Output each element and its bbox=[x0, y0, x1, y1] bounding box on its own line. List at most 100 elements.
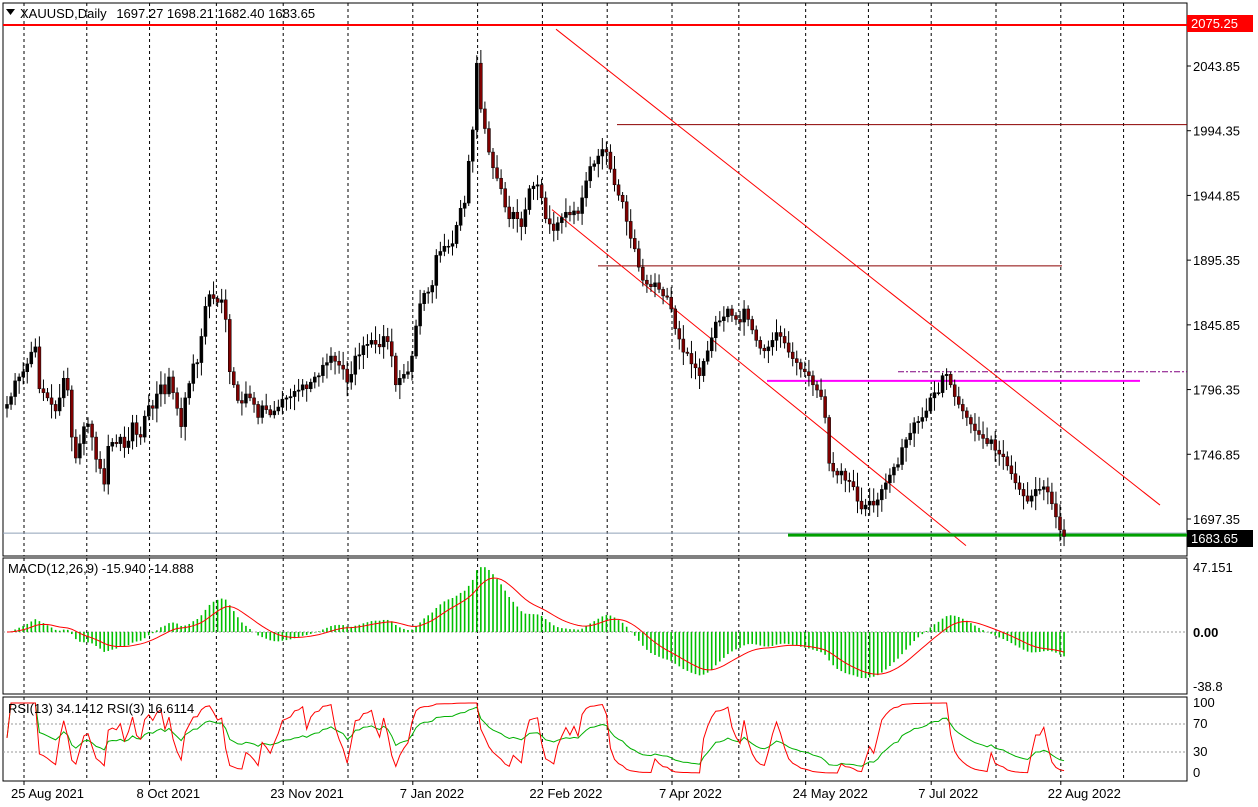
bear-candle bbox=[612, 168, 617, 186]
bull-candle bbox=[940, 375, 945, 393]
bear-candle bbox=[807, 371, 811, 376]
bear-candle bbox=[693, 363, 698, 369]
bull-candle bbox=[25, 363, 29, 372]
bear-candle bbox=[669, 296, 673, 310]
bull-candle bbox=[203, 306, 208, 337]
resistance-price-tag bbox=[1187, 15, 1253, 32]
bear-candle bbox=[746, 308, 750, 320]
bull-candle bbox=[86, 423, 90, 427]
time-tick-label: 8 Oct 2021 bbox=[137, 786, 201, 801]
bear-candle bbox=[993, 439, 997, 451]
bull-candle bbox=[430, 285, 434, 293]
bear-candle bbox=[223, 299, 228, 320]
bear-candle bbox=[637, 248, 641, 268]
rsi3-line bbox=[6, 702, 1065, 774]
bull-candle bbox=[288, 396, 293, 399]
bear-candle bbox=[66, 378, 70, 391]
bull-candle bbox=[9, 396, 13, 405]
bear-candle bbox=[552, 223, 556, 231]
bear-candle bbox=[778, 332, 783, 337]
price-panel bbox=[2, 2, 1188, 557]
bull-candle bbox=[272, 410, 277, 416]
bull-candle bbox=[29, 351, 34, 365]
channel-lower bbox=[551, 209, 967, 546]
bull-candle bbox=[936, 392, 941, 394]
bear-candle bbox=[232, 371, 236, 386]
symbol-header: XAUUSD,Daily 1697.27 1698.21 1682.40 168… bbox=[20, 6, 315, 21]
bull-candle bbox=[1033, 489, 1038, 497]
bear-candle bbox=[997, 449, 1001, 455]
collapse-triangle-icon[interactable] bbox=[6, 9, 15, 15]
bull-candle bbox=[653, 282, 657, 287]
bull-candle bbox=[718, 320, 722, 323]
channel-upper bbox=[555, 28, 1161, 506]
bear-candle bbox=[685, 351, 690, 354]
bull-candle bbox=[33, 346, 38, 353]
bear-candle bbox=[102, 468, 106, 485]
bull-candle bbox=[888, 474, 892, 484]
bear-candle bbox=[341, 364, 345, 370]
bear-candle bbox=[1046, 486, 1050, 493]
bear-candle bbox=[37, 346, 42, 389]
bull-candle bbox=[426, 291, 430, 294]
bull-candle bbox=[398, 378, 402, 386]
price-tick-label: 2043.85 bbox=[1193, 59, 1240, 74]
bear-candle bbox=[827, 417, 831, 464]
bear-candle bbox=[673, 308, 677, 329]
bear-candle bbox=[70, 389, 74, 438]
bear-candle bbox=[337, 361, 341, 366]
bear-candle bbox=[179, 408, 183, 427]
bull-candle bbox=[369, 340, 374, 345]
bear-candle bbox=[519, 218, 524, 227]
bear-candle bbox=[507, 206, 511, 220]
bear-candle bbox=[616, 184, 621, 196]
bear-candle bbox=[228, 319, 232, 372]
bull-candle bbox=[1038, 489, 1042, 491]
bear-candle bbox=[503, 188, 507, 208]
bear-candle bbox=[483, 108, 487, 129]
bear-candle bbox=[539, 184, 544, 199]
bear-candle bbox=[394, 355, 398, 386]
bull-candle bbox=[309, 381, 313, 389]
bear-candle bbox=[515, 211, 520, 220]
bear-candle bbox=[1013, 473, 1018, 484]
bull-candle bbox=[406, 371, 410, 375]
bull-candle bbox=[770, 340, 775, 348]
bear-candle bbox=[333, 355, 337, 362]
bear-candle bbox=[811, 375, 815, 386]
bear-candle bbox=[851, 481, 856, 488]
bull-candle bbox=[219, 299, 224, 303]
time-tick-label: 22 Aug 2022 bbox=[1048, 786, 1121, 801]
bear-candle bbox=[134, 422, 139, 435]
bull-candle bbox=[884, 482, 888, 490]
bull-candle bbox=[361, 345, 366, 355]
bull-candle bbox=[722, 316, 726, 321]
bear-candle bbox=[790, 351, 795, 359]
bear-candle bbox=[547, 218, 552, 225]
bull-candle bbox=[300, 384, 305, 391]
bear-candle bbox=[738, 319, 742, 323]
bull-candle bbox=[155, 393, 159, 409]
bull-candle bbox=[527, 188, 532, 210]
bear-candle bbox=[985, 438, 989, 444]
resistance-price-label: 2075.25 bbox=[1191, 16, 1238, 31]
bear-candle bbox=[1054, 503, 1058, 518]
bear-candle bbox=[677, 328, 682, 340]
bear-candle bbox=[871, 500, 876, 506]
bear-candle bbox=[377, 344, 382, 348]
bull-candle bbox=[317, 375, 321, 378]
bull-candle bbox=[82, 426, 86, 444]
rsi-tick-label: 0 bbox=[1193, 765, 1200, 780]
bear-candle bbox=[965, 410, 969, 418]
bear-candle bbox=[171, 376, 175, 393]
bull-candle bbox=[912, 422, 916, 434]
bear-candle bbox=[981, 434, 985, 439]
bull-candle bbox=[17, 376, 21, 382]
bull-candle bbox=[142, 415, 147, 438]
bull-candle bbox=[329, 355, 333, 363]
bull-candle bbox=[365, 344, 370, 346]
bear-candle bbox=[762, 347, 767, 352]
bear-candle bbox=[487, 128, 491, 153]
macd-tick-label: -38.8 bbox=[1193, 679, 1223, 694]
